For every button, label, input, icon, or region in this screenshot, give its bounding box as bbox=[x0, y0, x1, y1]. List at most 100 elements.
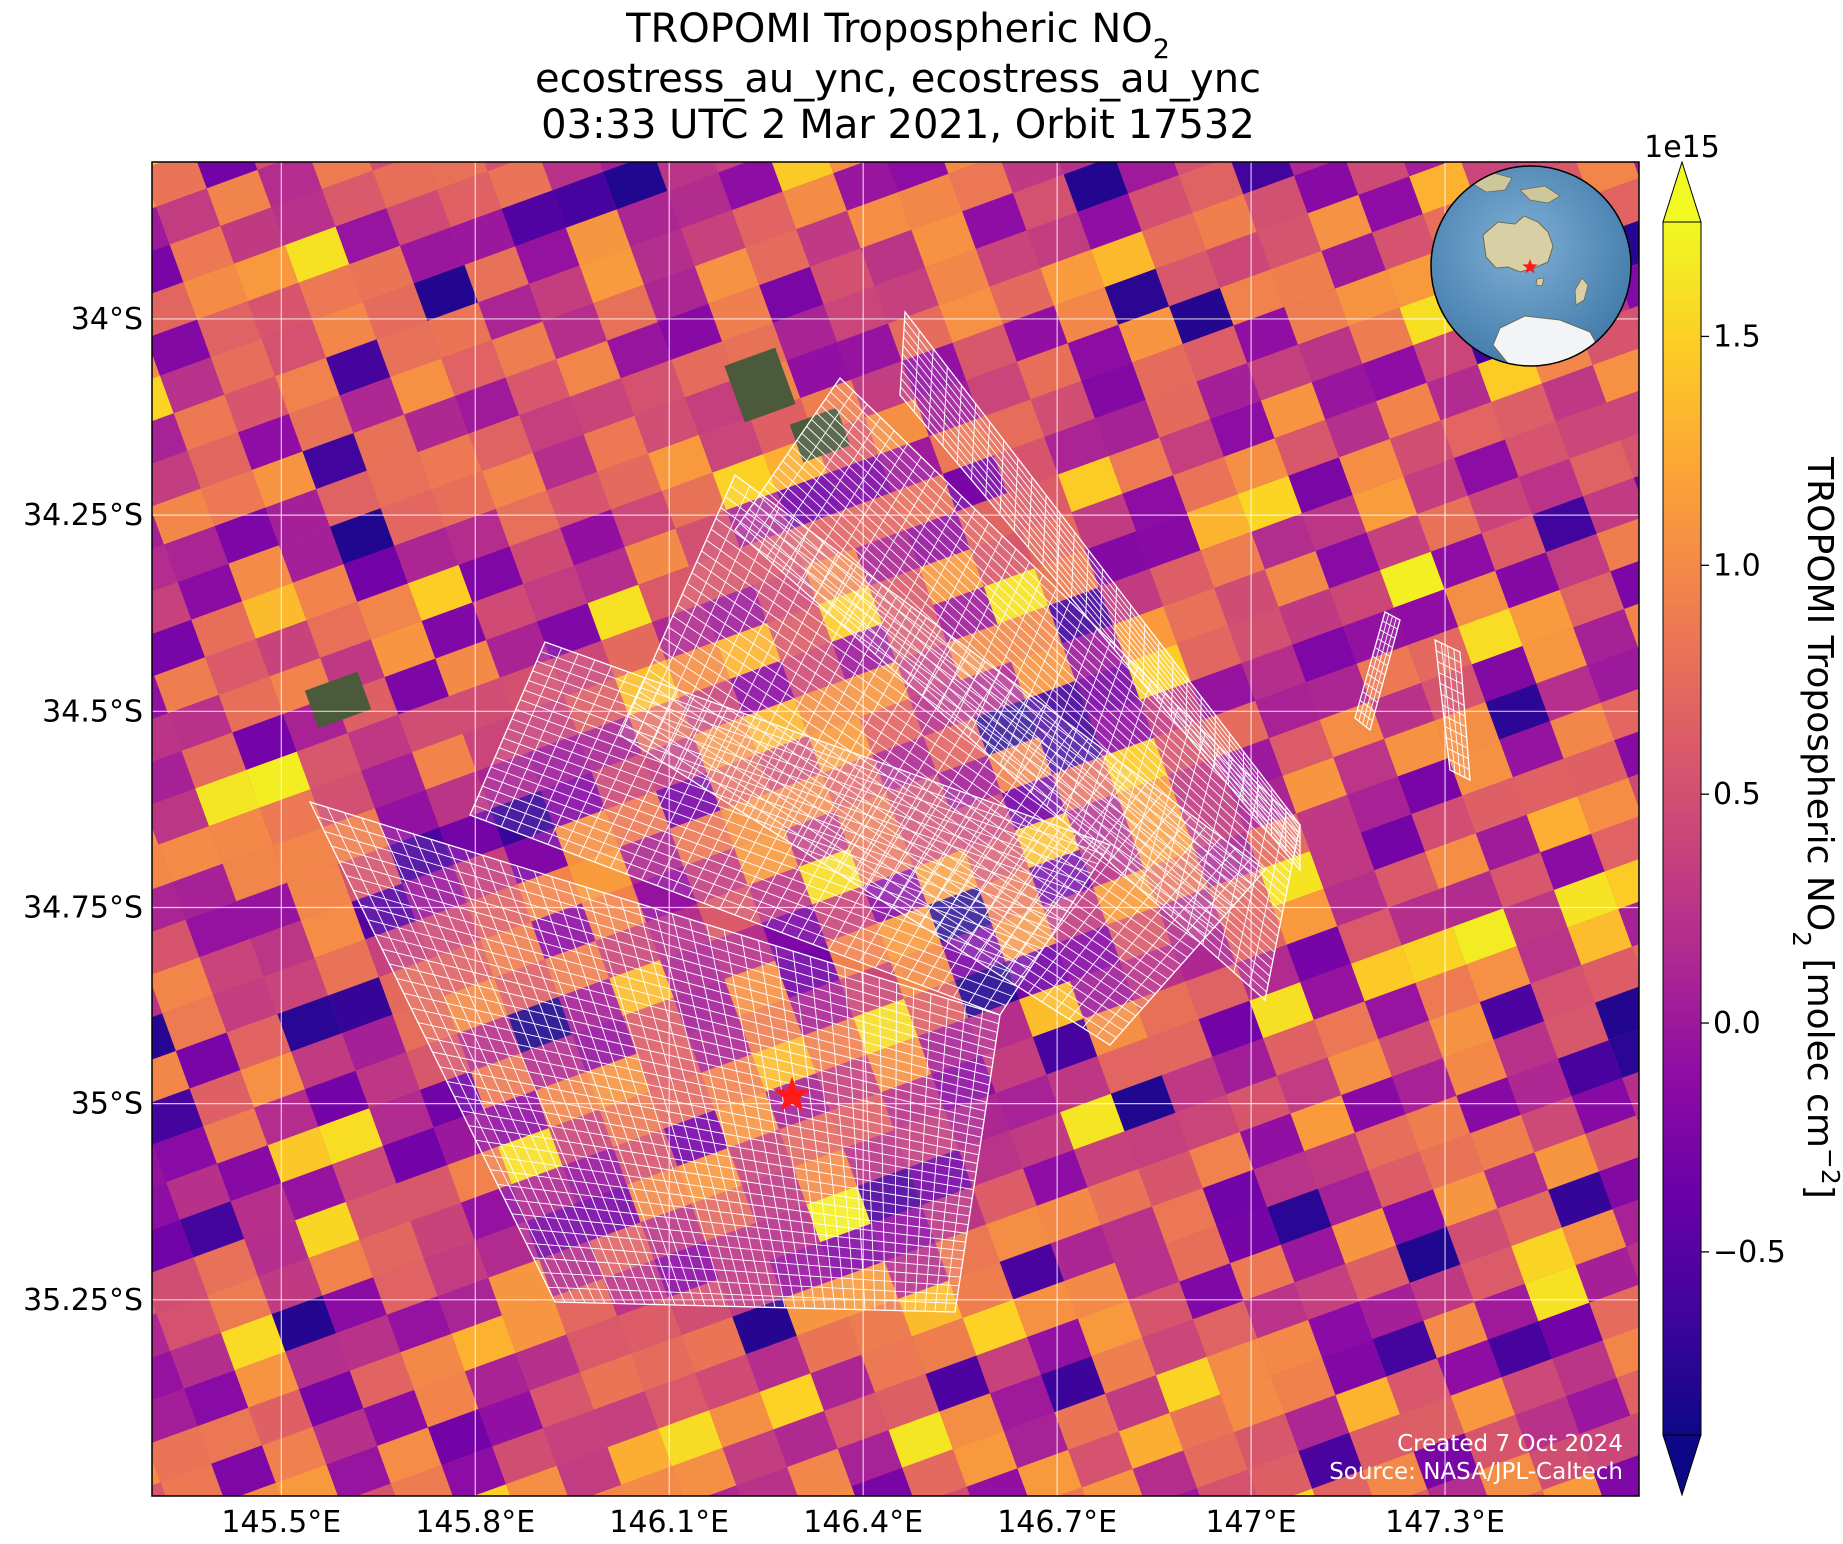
footprint-scene bbox=[308, 800, 1001, 1313]
no2-pixel bbox=[1524, 1265, 1590, 1322]
footprint-line bbox=[1439, 682, 1464, 696]
no2-pixel bbox=[295, 95, 359, 151]
no2-pixel bbox=[1063, 162, 1129, 213]
no2-pixel bbox=[1230, 1244, 1295, 1301]
no2-pixel bbox=[435, 640, 500, 697]
no2-pixel bbox=[1400, 1395, 1465, 1452]
no2-pixel bbox=[1493, 1021, 1558, 1078]
no2-pixel bbox=[308, 1239, 374, 1296]
no2-pixel bbox=[1446, 102, 1511, 158]
no2-pixel bbox=[953, 1430, 1018, 1487]
no2-pixel bbox=[1185, 963, 1250, 1020]
no2-pixel bbox=[525, 1203, 590, 1260]
no2-pixel bbox=[152, 1144, 167, 1188]
no2-pixel bbox=[152, 919, 200, 975]
no2-pixel bbox=[1621, 1528, 1685, 1544]
chart-title: TROPOMI Tropospheric NO2 ecostress_au_yn… bbox=[535, 6, 1261, 148]
no2-pixel bbox=[1565, 1377, 1631, 1434]
no2-pixel bbox=[621, 1466, 683, 1496]
no2-pixel bbox=[1561, 103, 1625, 159]
inset-globe bbox=[1430, 165, 1632, 367]
no2-pixel bbox=[1546, 533, 1611, 590]
no2-pixel bbox=[1286, 926, 1351, 983]
no2-pixel bbox=[939, 1393, 1004, 1450]
no2-pixel bbox=[384, 658, 449, 715]
no2-pixel bbox=[556, 1447, 622, 1496]
no2-pixel bbox=[244, 1220, 309, 1277]
no2-pixel bbox=[1108, 437, 1174, 494]
y-tick-label: 34.25°S bbox=[23, 498, 143, 533]
no2-pixel bbox=[515, 1334, 581, 1391]
footprint-line bbox=[710, 528, 1233, 907]
no2-pixel bbox=[572, 1016, 637, 1072]
no2-pixel bbox=[217, 1145, 282, 1202]
no2-pixel bbox=[1595, 986, 1639, 1041]
no2-pixel bbox=[478, 1390, 544, 1447]
no2-pixel bbox=[671, 341, 736, 398]
footprint-line bbox=[1443, 715, 1467, 728]
no2-pixel bbox=[1633, 162, 1639, 177]
no2-pixel bbox=[437, 171, 502, 228]
no2-pixel bbox=[1600, 688, 1639, 741]
no2-pixel bbox=[1257, 1319, 1322, 1376]
no2-pixel bbox=[499, 659, 565, 716]
no2-pixel bbox=[1470, 1114, 1535, 1171]
no2-pixel bbox=[1532, 496, 1597, 553]
footprint-line bbox=[1362, 691, 1378, 703]
no2-pixel bbox=[234, 245, 299, 302]
footprint-line bbox=[511, 718, 1062, 921]
no2-pixel bbox=[579, 247, 644, 304]
no2-pixel bbox=[1027, 1318, 1092, 1375]
no2-pixel bbox=[255, 620, 321, 677]
no2-pixel bbox=[298, 264, 363, 321]
no2-pixel bbox=[1173, 456, 1238, 513]
no2-pixel bbox=[1376, 382, 1441, 439]
no2-pixel bbox=[1520, 1096, 1586, 1153]
footprint-line bbox=[624, 723, 1117, 1039]
footprint-line bbox=[503, 737, 1050, 940]
footprint-line bbox=[446, 1080, 975, 1182]
no2-pixel bbox=[709, 1391, 774, 1448]
footprint-line bbox=[777, 467, 1280, 929]
no2-pixel bbox=[1704, 1285, 1769, 1341]
no2-pixel bbox=[152, 413, 188, 464]
no2-pixel bbox=[185, 901, 250, 958]
no2-pixel bbox=[1105, 1375, 1170, 1432]
no2-pixel bbox=[152, 544, 178, 592]
no2-pixel bbox=[1462, 777, 1527, 834]
no2-pixel bbox=[372, 162, 438, 209]
footprint-line bbox=[536, 660, 1098, 865]
colorbar-tick-label: 0.5 bbox=[1713, 777, 1761, 812]
no2-pixel bbox=[679, 679, 744, 736]
no2-pixel bbox=[1622, 1071, 1639, 1116]
no2-pixel bbox=[1009, 1112, 1074, 1169]
colorbar-multiplier: 1e15 bbox=[1644, 130, 1720, 165]
footprint-line bbox=[801, 432, 1288, 889]
no2-pixel bbox=[439, 808, 504, 865]
no2-pixel bbox=[839, 961, 904, 1018]
no2-pixel bbox=[451, 1315, 516, 1372]
footprint-line bbox=[658, 647, 1162, 988]
map-panel[interactable]: Created 7 Oct 2024 Source: NASA/JPL-Calt… bbox=[72, 64, 1782, 1544]
no2-pixel bbox=[874, 1374, 940, 1431]
no2-pixel bbox=[944, 162, 982, 174]
no2-pixel bbox=[400, 227, 465, 284]
no2-pixel bbox=[644, 266, 709, 323]
no2-pixel bbox=[656, 772, 721, 829]
no2-pixel bbox=[238, 413, 303, 470]
no2-pixel bbox=[1251, 513, 1316, 570]
footprint-line bbox=[677, 604, 1188, 958]
no2-pixel bbox=[1095, 400, 1160, 457]
no2-pixel bbox=[222, 845, 288, 902]
no2-pixel bbox=[1444, 570, 1509, 627]
footprint-line bbox=[317, 816, 999, 1025]
no2-pixel bbox=[1697, 947, 1761, 1003]
footprint-line bbox=[504, 1198, 965, 1252]
no2-pixel bbox=[933, 586, 998, 643]
no2-pixel bbox=[370, 621, 436, 678]
no2-pixel bbox=[183, 263, 248, 320]
no2-pixel bbox=[976, 1337, 1041, 1394]
no2-pixel bbox=[975, 230, 1041, 287]
no2-pixel bbox=[876, 905, 941, 962]
no2-pixel bbox=[1292, 626, 1357, 683]
